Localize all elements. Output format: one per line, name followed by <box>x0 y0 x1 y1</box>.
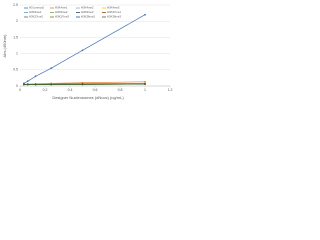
y-tick-label: 0 <box>16 84 18 88</box>
x-tick-label: 0.8 <box>118 88 123 92</box>
data-point <box>50 83 53 86</box>
x-axis-label: Designer Nucleosomes (dNucs) (ug/mL) <box>52 95 124 100</box>
data-point <box>81 49 84 52</box>
legend-label: H3K9me3 <box>81 10 94 14</box>
legend-label: H3K27me1 <box>107 10 121 14</box>
data-point <box>34 83 37 86</box>
legend-label: H3 (unmod) <box>29 6 44 10</box>
legend-label: H3K36me3 <box>107 15 121 19</box>
x-tick-label: 1.2 <box>168 88 173 92</box>
data-point <box>50 67 53 70</box>
legend-label: H3K27me2 <box>29 15 43 19</box>
x-tick-label: 1 <box>144 88 146 92</box>
legend-label: H3K4me3 <box>107 6 120 10</box>
x-tick-label: 0.6 <box>93 88 98 92</box>
y-tick-label: 2.5 <box>13 3 18 7</box>
x-tick-label: 0.2 <box>43 88 48 92</box>
data-point <box>26 83 29 86</box>
y-tick-label: 2 <box>16 19 18 23</box>
background <box>0 0 177 102</box>
data-point <box>81 83 84 86</box>
data-point <box>144 83 146 85</box>
legend-label: H3K4me2 <box>81 6 94 10</box>
data-point <box>26 80 29 83</box>
y-tick-label: 0.5 <box>13 68 18 72</box>
data-point <box>34 75 37 78</box>
data-point <box>144 80 146 83</box>
legend-label: H3K9me1 <box>29 10 42 14</box>
legend-label: H3K9me2 <box>55 10 68 14</box>
chart: Designer Nucleosomes (dNucs) (ug/mL) Abs… <box>0 0 177 102</box>
legend-label: H3K4me1 <box>55 6 68 10</box>
y-tick-label: 1 <box>16 52 18 56</box>
legend-label: H3K36me2 <box>81 15 95 19</box>
x-tick-label: 0.4 <box>68 88 73 92</box>
x-tick-label: 0 <box>19 88 21 92</box>
page: {"chart_data":{"type":"line", "x_label":… <box>0 0 320 102</box>
data-point <box>23 83 25 86</box>
y-tick-label: 1.5 <box>13 35 18 39</box>
y-axis-label: Abs (450nm) <box>2 34 7 58</box>
legend-label: H3K27me3 <box>55 15 69 19</box>
data-point <box>144 13 146 16</box>
